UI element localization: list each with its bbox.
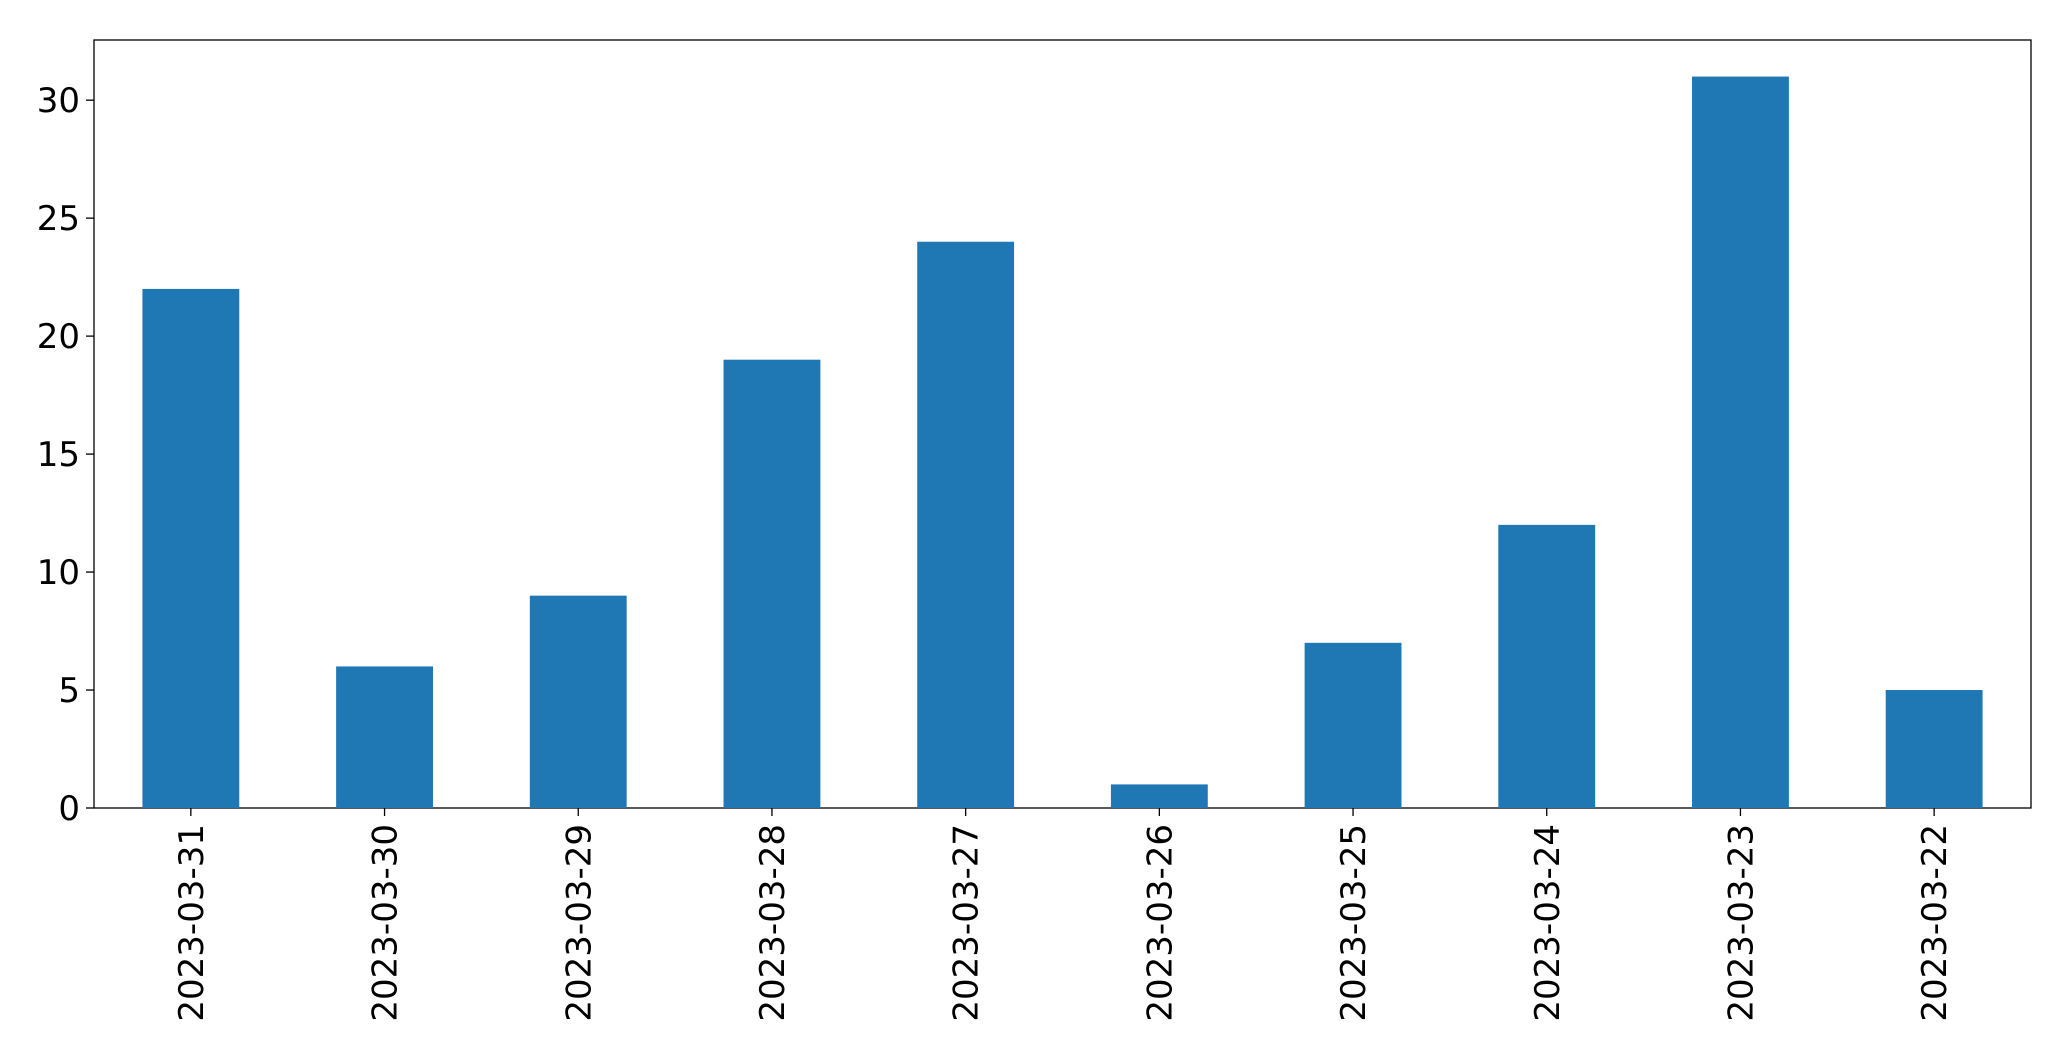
y-tick-label: 20 — [37, 317, 80, 357]
plot-frame — [93, 39, 2032, 809]
bar — [1498, 524, 1596, 808]
bar — [1885, 690, 1983, 808]
y-tick-label: 10 — [37, 553, 80, 593]
x-tick-label: 2023-03-25 — [1334, 824, 1374, 1022]
bar — [1692, 76, 1789, 809]
bar — [142, 288, 240, 809]
bar — [529, 595, 627, 808]
x-tick-label: 2023-03-30 — [366, 824, 406, 1022]
y-tick-label: 15 — [37, 435, 80, 475]
x-tick-label: 2023-03-23 — [1721, 824, 1761, 1022]
bar — [723, 359, 821, 808]
y-tick-label: 30 — [37, 81, 80, 121]
x-tick-label: 2023-03-22 — [1915, 824, 1955, 1022]
y-tick-label: 25 — [37, 199, 80, 239]
x-tick-label: 2023-03-26 — [1140, 824, 1180, 1022]
y-tick-label: 0 — [58, 789, 80, 829]
x-tick-label: 2023-03-29 — [559, 824, 599, 1022]
x-tick-label: 2023-03-28 — [753, 824, 793, 1022]
bar — [336, 666, 433, 808]
bar — [917, 241, 1015, 808]
bar — [1110, 784, 1208, 808]
x-tick-label: 2023-03-27 — [947, 824, 987, 1022]
bar — [1304, 642, 1402, 808]
y-tick-label: 5 — [58, 671, 80, 711]
x-tick-label: 2023-03-24 — [1528, 824, 1568, 1022]
x-tick-label: 2023-03-31 — [172, 824, 212, 1022]
